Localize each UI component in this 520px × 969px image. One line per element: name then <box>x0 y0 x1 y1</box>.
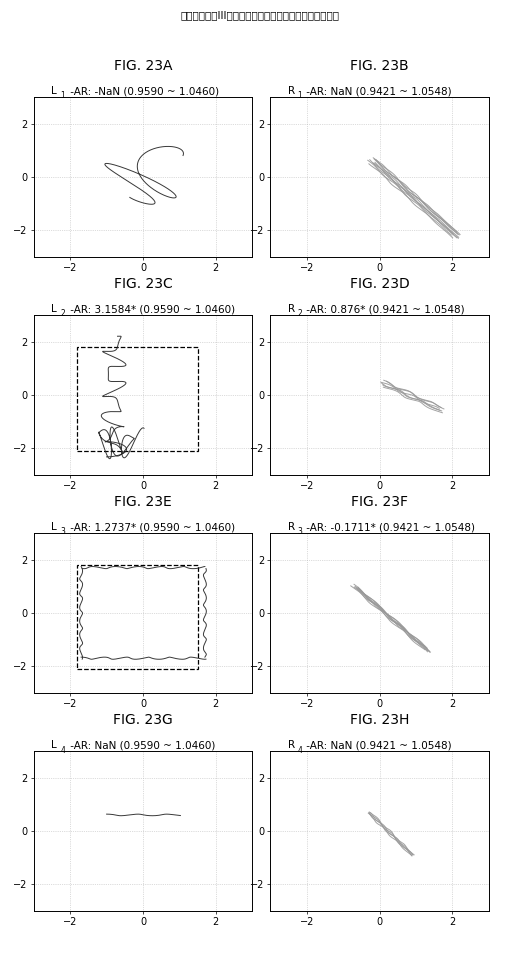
Text: -AR: 3.1584* (0.9590 ~ 1.0460): -AR: 3.1584* (0.9590 ~ 1.0460) <box>67 304 235 314</box>
Text: L: L <box>51 740 57 750</box>
Text: -AR: -NaN (0.9590 ~ 1.0460): -AR: -NaN (0.9590 ~ 1.0460) <box>67 86 219 96</box>
Text: L: L <box>51 86 57 96</box>
Text: -AR: NaN (0.9421 ~ 1.0548): -AR: NaN (0.9421 ~ 1.0548) <box>304 740 452 750</box>
Text: FIG. 23A: FIG. 23A <box>114 59 172 73</box>
Text: FIG. 23E: FIG. 23E <box>114 495 172 509</box>
Text: 2: 2 <box>297 309 302 319</box>
Text: FIG. 23D: FIG. 23D <box>350 277 409 291</box>
Text: L: L <box>51 304 57 314</box>
Bar <box>77 565 198 669</box>
Text: 3: 3 <box>61 527 66 537</box>
Text: 切断された第III神経を有する患者における非共同性注視: 切断された第III神経を有する患者における非共同性注視 <box>180 10 340 19</box>
Text: FIG. 23C: FIG. 23C <box>114 277 172 291</box>
Text: -AR: -0.1711* (0.9421 ~ 1.0548): -AR: -0.1711* (0.9421 ~ 1.0548) <box>304 522 475 532</box>
Text: R: R <box>288 740 295 750</box>
Text: 1: 1 <box>61 91 66 101</box>
Text: -AR: 0.876* (0.9421 ~ 1.0548): -AR: 0.876* (0.9421 ~ 1.0548) <box>304 304 465 314</box>
Text: 4: 4 <box>297 745 302 755</box>
Text: 4: 4 <box>61 745 66 755</box>
Text: R: R <box>288 86 295 96</box>
Text: 1: 1 <box>297 91 302 101</box>
Bar <box>77 347 198 451</box>
Text: R: R <box>288 522 295 532</box>
Text: -AR: 1.2737* (0.9590 ~ 1.0460): -AR: 1.2737* (0.9590 ~ 1.0460) <box>67 522 235 532</box>
Text: R: R <box>288 304 295 314</box>
Text: FIG. 23F: FIG. 23F <box>351 495 408 509</box>
Text: 3: 3 <box>297 527 302 537</box>
Text: FIG. 23B: FIG. 23B <box>350 59 409 73</box>
Text: L: L <box>51 522 57 532</box>
Text: 2: 2 <box>61 309 66 319</box>
Text: FIG. 23G: FIG. 23G <box>113 713 173 727</box>
Text: -AR: NaN (0.9590 ~ 1.0460): -AR: NaN (0.9590 ~ 1.0460) <box>67 740 215 750</box>
Text: -AR: NaN (0.9421 ~ 1.0548): -AR: NaN (0.9421 ~ 1.0548) <box>304 86 452 96</box>
Text: FIG. 23H: FIG. 23H <box>350 713 409 727</box>
